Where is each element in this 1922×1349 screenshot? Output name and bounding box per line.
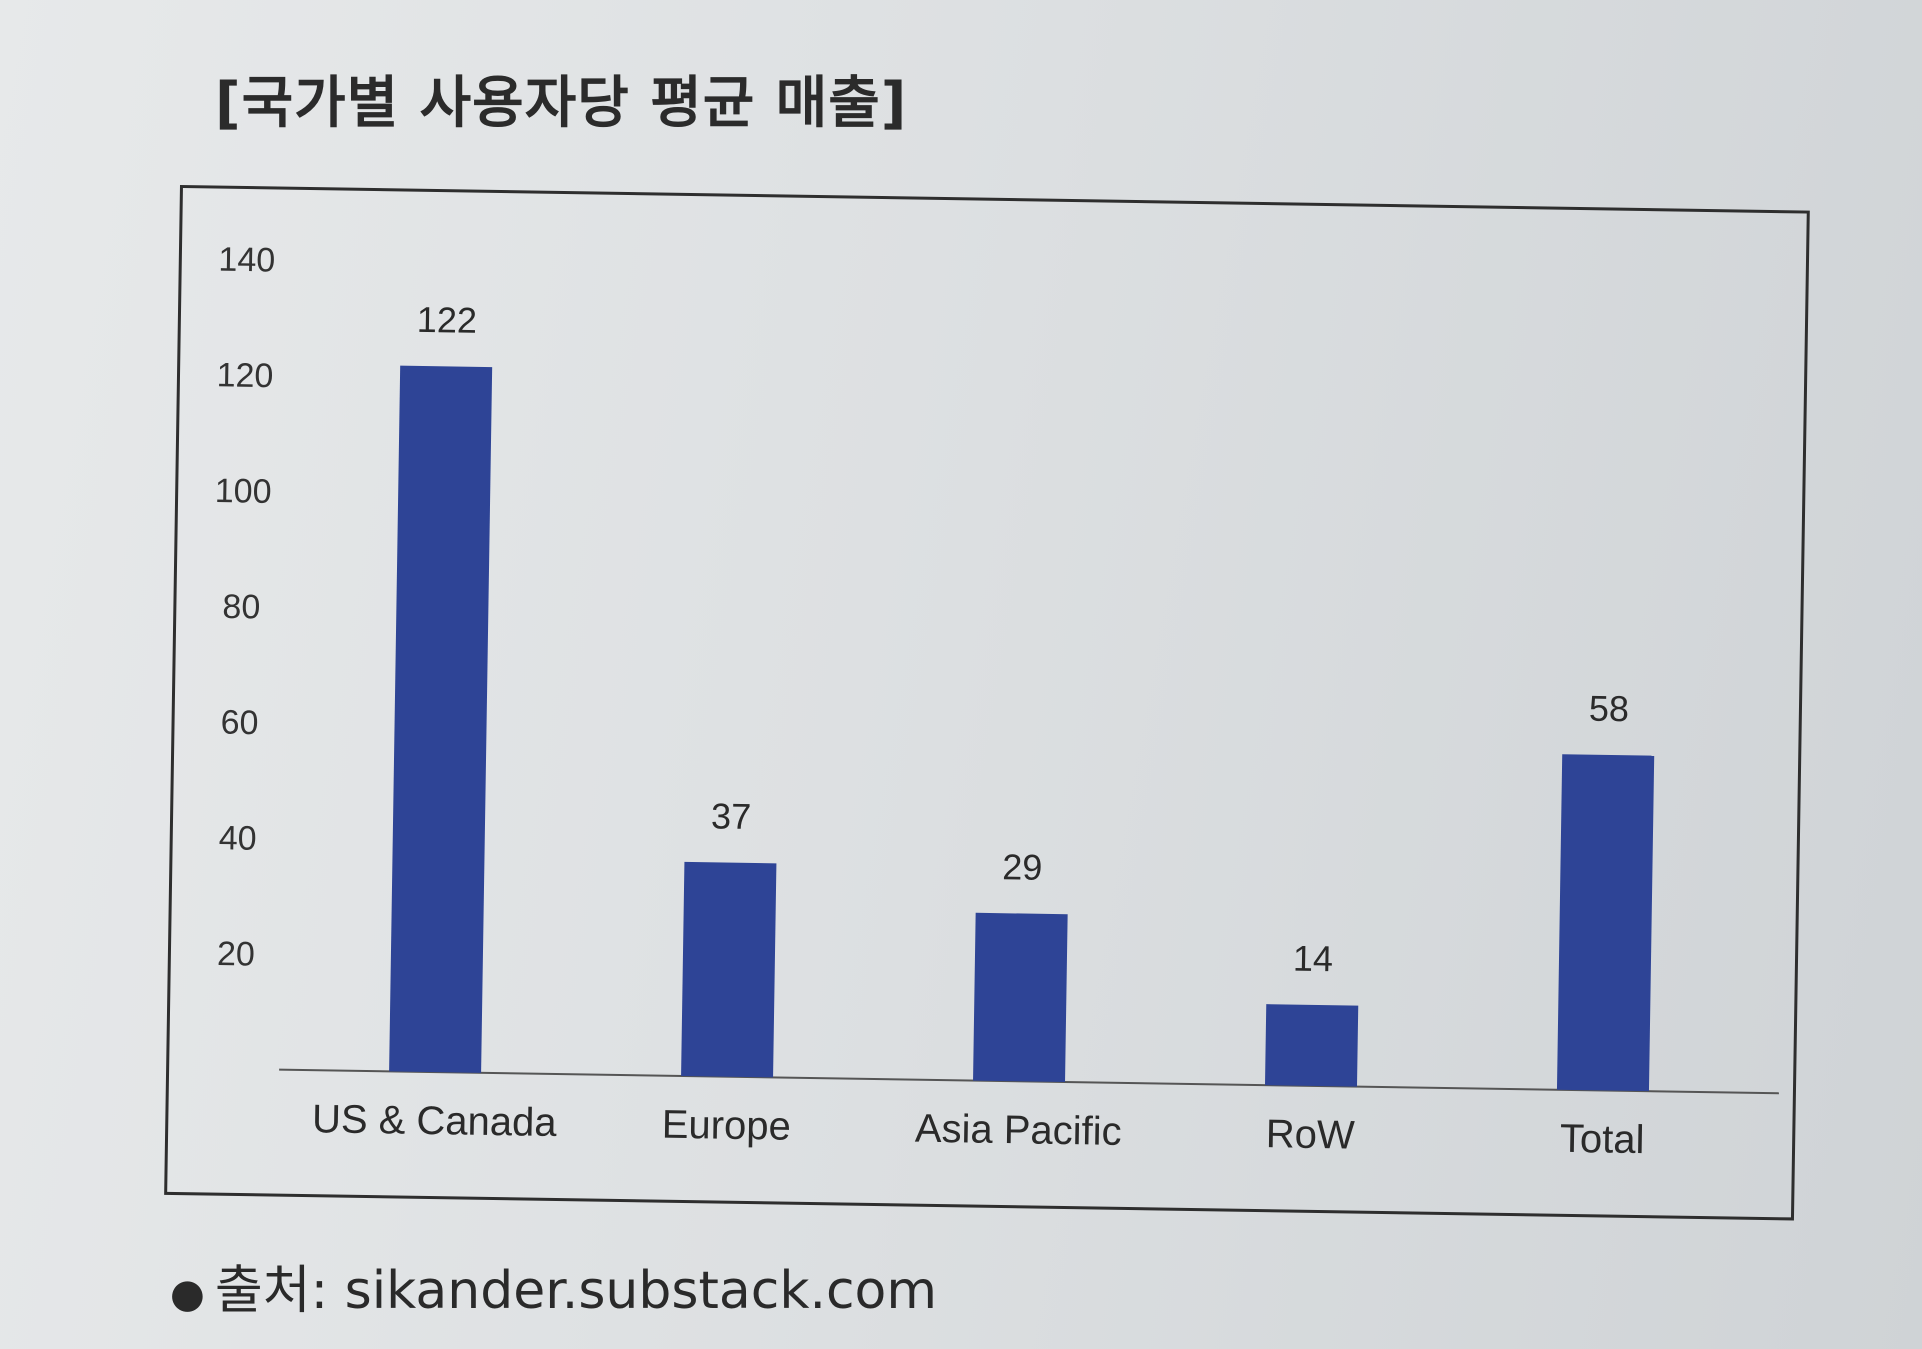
page-title: [국가별 사용자당 평균 매출] xyxy=(215,71,908,136)
y-tick-label: 120 xyxy=(216,356,273,395)
category-label: RoW xyxy=(1265,1112,1355,1157)
bar-chart: 20 40 60 80 100 120 140 122 US & Canada 37 Europe 2… xyxy=(215,241,1779,1162)
y-tick-label: 140 xyxy=(218,241,275,280)
data-label: 29 xyxy=(1002,846,1043,888)
bar xyxy=(1264,1004,1359,1087)
bar xyxy=(389,365,493,1073)
category-label: Europe xyxy=(661,1103,791,1149)
source-text: sikander.substack.com xyxy=(344,1261,938,1321)
y-tick-label: 100 xyxy=(215,472,272,511)
source-caption: ● 출처: sikander.substack.com xyxy=(170,1248,937,1323)
y-tick-label: 20 xyxy=(217,935,255,974)
data-label: 122 xyxy=(417,299,478,341)
category-label: US & Canada xyxy=(312,1097,558,1145)
bar xyxy=(973,912,1068,1083)
x-axis-line xyxy=(279,1068,1779,1095)
category-label: Total xyxy=(1560,1117,1645,1162)
data-label: 14 xyxy=(1293,938,1334,980)
data-label: 58 xyxy=(1589,688,1630,730)
y-tick-label: 60 xyxy=(220,704,258,743)
data-label: 37 xyxy=(711,795,752,837)
category-label: Asia Pacific xyxy=(915,1107,1122,1154)
bar xyxy=(681,861,777,1078)
bullet-icon: ● xyxy=(170,1271,205,1317)
bar xyxy=(1556,754,1655,1092)
source-prefix: 출처: xyxy=(214,1261,329,1321)
chart-frame: 20 40 60 80 100 120 140 122 US & Canada 37 Europe 2… xyxy=(164,185,1810,1221)
y-tick-label: 80 xyxy=(222,588,260,627)
y-tick-label: 40 xyxy=(219,819,257,858)
